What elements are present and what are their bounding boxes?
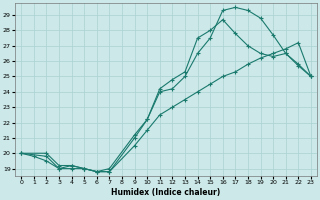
X-axis label: Humidex (Indice chaleur): Humidex (Indice chaleur)	[111, 188, 221, 197]
